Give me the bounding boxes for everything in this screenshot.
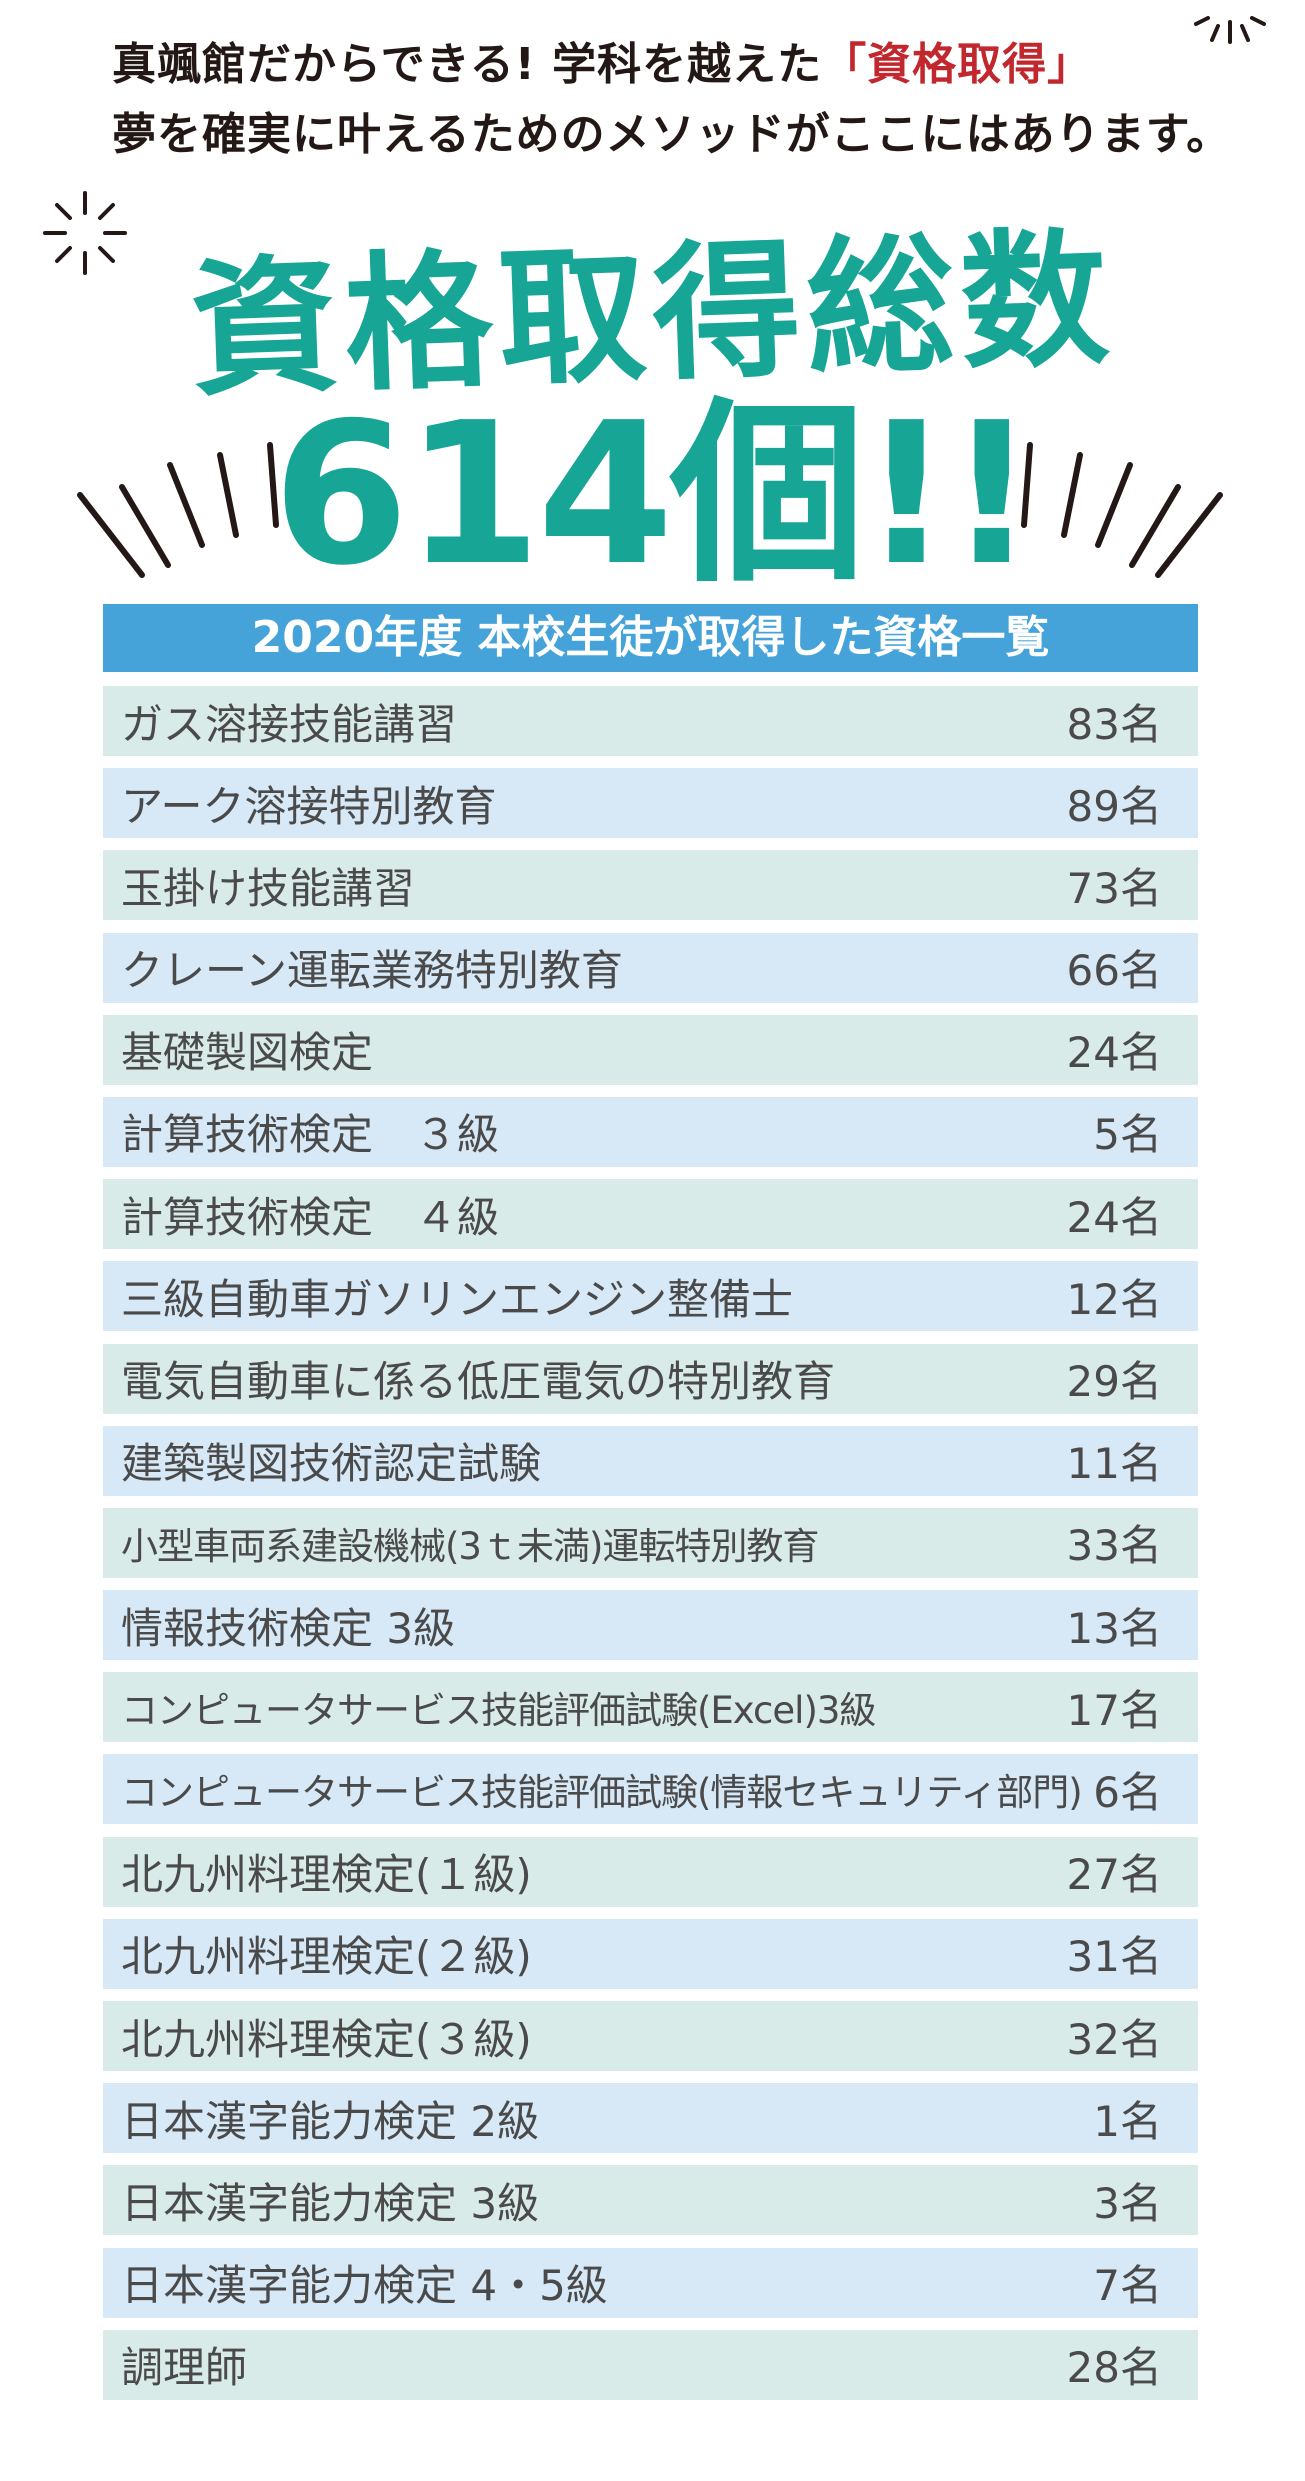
qualification-count: 24名 [1066, 1028, 1162, 1078]
qualification-count: 12名 [1066, 1274, 1162, 1324]
burst-rays-right-icon [1021, 442, 1223, 578]
qualification-count: 5名 [1093, 1110, 1162, 1160]
intro-line-1-text: 真颯館だからできる! 学科を越えた [112, 39, 823, 90]
qualification-count: 83名 [1066, 699, 1162, 749]
qualification-name: 調理師 [121, 2343, 248, 2393]
qualification-count: 33名 [1066, 1521, 1162, 1571]
qualification-list: ガス溶接技能講習 83名アーク溶接特別教育 89名玉掛け技能講習 73名クレーン運転業… [103, 686, 1198, 2412]
list-item: コンピュータサービス技能評価試験(情報セキュリティ部門) 6名 [103, 1754, 1198, 1825]
qualification-count: 89名 [1066, 781, 1162, 831]
intro-line-2: 夢を確実に叶えるためのメソッドがここにはあります。 [112, 109, 1232, 160]
list-item: 情報技術検定 3級 13名 [103, 1590, 1198, 1661]
qualification-name: コンピュータサービス技能評価試験(情報セキュリティ部門) [121, 1771, 1082, 1815]
list-item: 日本漢字能力検定 3級 3名 [103, 2165, 1198, 2236]
list-item: 日本漢字能力検定 4・5級 7名 [103, 2247, 1198, 2318]
qualification-name: 玉掛け技能講習 [121, 863, 416, 913]
qualification-name: 計算技術検定 ３級 [121, 1110, 500, 1160]
qualification-count: 66名 [1066, 946, 1162, 996]
sparkle-top-right-icon [1194, 16, 1266, 44]
qualification-count: 24名 [1066, 1192, 1162, 1242]
qualification-name: 基礎製図検定 [121, 1028, 374, 1078]
qualification-name: コンピュータサービス技能評価試験(Excel)3級 [121, 1689, 876, 1733]
qualification-count: 73名 [1066, 863, 1162, 913]
qualification-name: ガス溶接技能講習 [121, 699, 458, 749]
qualification-name: アーク溶接特別教育 [121, 781, 497, 831]
qualification-count: 27名 [1066, 1850, 1162, 1900]
list-item: 調理師 28名 [103, 2329, 1198, 2400]
qualification-name: 小型車両系建設機械(3ｔ未満)運転特別教育 [121, 1524, 819, 1568]
qualification-count: 13名 [1066, 1603, 1162, 1653]
burst-rays-left-icon [77, 442, 279, 578]
qualification-name: 三級自動車ガソリンエンジン整備士 [121, 1274, 794, 1324]
list-item: アーク溶接特別教育 89名 [103, 768, 1198, 839]
list-title-bar: 2020年度 本校生徒が取得した資格一覧 [103, 604, 1198, 672]
qualification-name: 北九州料理検定(３級) [121, 2014, 532, 2064]
qualification-name: 建築製図技術認定試験 [121, 1439, 542, 1489]
list-item: 北九州料理検定(２級) 31名 [103, 1918, 1198, 1989]
list-item: 小型車両系建設機械(3ｔ未満)運転特別教育 33名 [103, 1507, 1198, 1578]
qualification-count: 28名 [1066, 2343, 1162, 2393]
intro-accent-text: 「資格取得」 [822, 39, 1093, 90]
qualification-name: 北九州料理検定(１級) [121, 1850, 532, 1900]
list-item: 建築製図技術認定試験 11名 [103, 1425, 1198, 1496]
qualification-count: 29名 [1066, 1357, 1162, 1406]
list-item: クレーン運転業務特別教育 66名 [103, 932, 1198, 1003]
list-item: ガス溶接技能講習 83名 [103, 686, 1198, 756]
qualification-count: 11名 [1066, 1439, 1162, 1489]
list-item: 計算技術検定 ４級 24名 [103, 1179, 1198, 1250]
qualification-count: 7名 [1093, 2261, 1162, 2311]
list-item: 日本漢字能力検定 2級 1名 [103, 2083, 1198, 2154]
qualification-count: 6名 [1093, 1767, 1162, 1817]
qualification-count: 17名 [1066, 1685, 1162, 1735]
intro-line-1: 真颯館だからできる! 学科を越えた「資格取得」 [112, 30, 1262, 100]
list-item: 北九州料理検定(３級) 32名 [103, 2001, 1198, 2071]
qualification-name: 日本漢字能力検定 2級 [121, 2096, 540, 2146]
qualification-count: 32名 [1066, 2014, 1162, 2064]
sparkle-left-icon [43, 191, 127, 275]
list-item: コンピュータサービス技能評価試験(Excel)3級 17名 [103, 1672, 1198, 1743]
qualification-count: 31名 [1066, 1932, 1162, 1982]
intro-text: 真颯館だからできる! 学科を越えた「資格取得」 夢を確実に叶えるためのメソッドが… [112, 30, 1262, 170]
qualification-count: 3名 [1093, 2178, 1162, 2228]
list-item: 玉掛け技能講習 73名 [103, 850, 1198, 921]
qualification-name: 北九州料理検定(２級) [121, 1932, 532, 1982]
qualification-name: 計算技術検定 ４級 [121, 1192, 500, 1242]
qualification-name: 電気自動車に係る低圧電気の特別教育 [121, 1357, 836, 1406]
list-item: 三級自動車ガソリンエンジン整備士 12名 [103, 1261, 1198, 1332]
total-count: 614個!! [272, 381, 1037, 609]
qualification-name: 情報技術検定 3級 [121, 1603, 456, 1653]
list-item: 基礎製図検定 24名 [103, 1014, 1198, 1085]
qualification-name: クレーン運転業務特別教育 [121, 946, 623, 996]
list-item: 北九州料理検定(１級) 27名 [103, 1836, 1198, 1907]
qualification-name: 日本漢字能力検定 3級 [121, 2178, 540, 2228]
qualification-name: 日本漢字能力検定 4・5級 [121, 2261, 608, 2311]
qualification-count: 1名 [1093, 2096, 1162, 2146]
list-item: 電気自動車に係る低圧電気の特別教育 29名 [103, 1343, 1198, 1414]
list-item: 計算技術検定 ３級 5名 [103, 1096, 1198, 1167]
